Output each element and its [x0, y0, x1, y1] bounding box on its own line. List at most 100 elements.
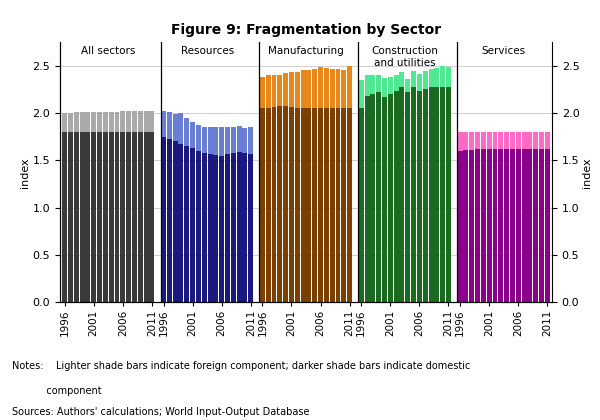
Bar [208, 127, 212, 154]
Bar [74, 132, 79, 302]
Bar [411, 71, 416, 87]
Bar [68, 113, 73, 132]
Bar [301, 71, 305, 108]
Bar [487, 132, 491, 149]
Bar [329, 68, 335, 108]
Bar [458, 132, 463, 151]
Bar [463, 132, 469, 150]
Bar [516, 132, 521, 149]
Bar [446, 87, 451, 302]
Bar [446, 67, 451, 87]
Bar [167, 112, 172, 139]
Text: Services: Services [482, 46, 526, 56]
Bar [312, 68, 317, 108]
Bar [516, 149, 521, 302]
Bar [109, 132, 113, 302]
Bar [499, 149, 503, 302]
Bar [341, 108, 346, 302]
Bar [115, 132, 119, 302]
Bar [289, 72, 294, 108]
Bar [115, 112, 119, 132]
Bar [382, 78, 387, 97]
Bar [307, 71, 311, 108]
Bar [347, 108, 352, 302]
Bar [277, 75, 283, 106]
Bar [190, 121, 195, 148]
Bar [214, 127, 218, 155]
Bar [196, 151, 201, 302]
Bar [394, 91, 398, 302]
Bar [417, 74, 422, 91]
Bar [341, 71, 346, 108]
Bar [434, 87, 439, 302]
Bar [149, 132, 154, 302]
Bar [248, 154, 253, 302]
Bar [121, 132, 125, 302]
Bar [161, 111, 166, 136]
Bar [347, 66, 352, 108]
Bar [283, 73, 288, 106]
Bar [132, 132, 137, 302]
Bar [510, 149, 515, 302]
Bar [440, 87, 445, 302]
Bar [74, 112, 79, 132]
Bar [242, 128, 247, 153]
Bar [167, 139, 172, 302]
Bar [400, 87, 404, 302]
Bar [103, 132, 108, 302]
Bar [103, 112, 108, 132]
Bar [434, 68, 439, 87]
Bar [85, 112, 91, 132]
Bar [493, 132, 497, 149]
Bar [143, 111, 149, 132]
Bar [202, 153, 206, 302]
Bar [475, 149, 480, 302]
Bar [225, 127, 230, 154]
Bar [469, 132, 474, 150]
Bar [329, 108, 335, 302]
Bar [463, 150, 469, 302]
Bar [359, 80, 364, 108]
Bar [121, 111, 125, 132]
Bar [85, 132, 91, 302]
Bar [307, 108, 311, 302]
Bar [394, 75, 398, 91]
Bar [295, 72, 300, 108]
Y-axis label: index: index [20, 157, 30, 187]
Title: Figure 9: Fragmentation by Sector: Figure 9: Fragmentation by Sector [171, 23, 441, 37]
Bar [545, 132, 550, 149]
Bar [481, 132, 486, 149]
Bar [411, 87, 416, 302]
Bar [312, 108, 317, 302]
Bar [382, 97, 387, 302]
Bar [376, 92, 381, 302]
Bar [324, 68, 329, 108]
Text: component: component [12, 386, 101, 396]
Bar [80, 132, 85, 302]
Bar [533, 132, 538, 149]
Bar [475, 132, 480, 149]
Bar [91, 112, 96, 132]
Bar [248, 127, 253, 154]
Bar [242, 153, 247, 302]
Bar [126, 111, 131, 132]
Bar [289, 108, 294, 302]
Bar [400, 72, 404, 87]
Bar [225, 154, 230, 302]
Bar [214, 155, 218, 302]
Bar [504, 132, 509, 149]
Bar [318, 67, 323, 108]
Bar [335, 69, 340, 108]
Bar [335, 108, 340, 302]
Bar [91, 132, 96, 302]
Bar [138, 132, 143, 302]
Bar [208, 154, 212, 302]
Bar [161, 136, 166, 302]
Bar [109, 112, 113, 132]
Bar [521, 149, 527, 302]
Bar [504, 149, 509, 302]
Bar [80, 112, 85, 132]
Bar [97, 112, 102, 132]
Bar [260, 108, 265, 302]
Text: Sources: Authors' calculations; World Input-Output Database: Sources: Authors' calculations; World In… [12, 407, 310, 417]
